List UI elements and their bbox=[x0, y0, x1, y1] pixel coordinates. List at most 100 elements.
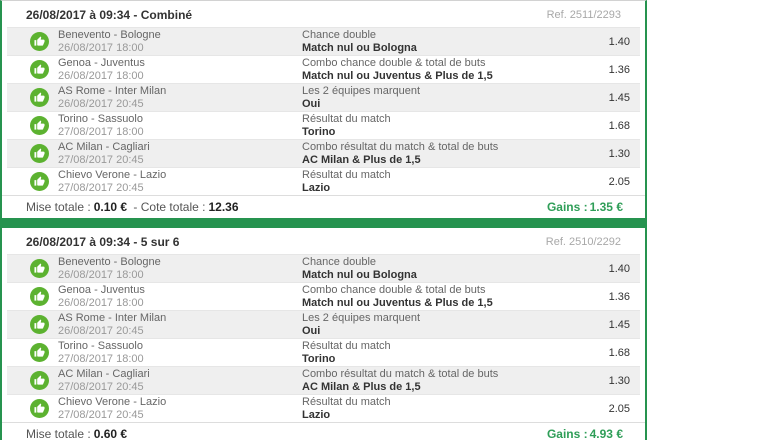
match-datetime: 27/08/2017 20:45 bbox=[58, 408, 144, 421]
match-name: Genoa - Juventus bbox=[58, 283, 145, 296]
ticket-title: 26/08/2017 à 09:34 - Combiné bbox=[26, 8, 193, 22]
odds-value: 2.05 bbox=[608, 175, 630, 188]
bet-selection: Torino bbox=[302, 352, 336, 365]
bet-row: AS Rome - Inter Milan 26/08/2017 20:45 Le… bbox=[7, 310, 640, 338]
bet-type: Combo chance double & total de buts bbox=[302, 56, 486, 69]
bet-type: Combo résultat du match & total de buts bbox=[302, 367, 499, 380]
bet-selection: AC Milan & Plus de 1,5 bbox=[302, 153, 421, 166]
thumb-up-won-icon bbox=[30, 60, 49, 79]
stake-value: 0.60 € bbox=[93, 427, 128, 440]
gains-value: 4.93 € bbox=[589, 427, 623, 440]
match-name: AC Milan - Cagliari bbox=[58, 367, 150, 380]
ticket-card-5-sur-6: 26/08/2017 à 09:34 - 5 sur 6 Ref. 2510/2… bbox=[0, 223, 647, 440]
odds-value: 1.36 bbox=[608, 63, 630, 76]
odds-value: 1.30 bbox=[608, 374, 630, 387]
thumb-up-won-icon bbox=[30, 116, 49, 135]
stake-label: Mise totale : bbox=[26, 427, 91, 440]
bet-selection: Match nul ou Juventus & Plus de 1,5 bbox=[302, 296, 493, 309]
match-datetime: 27/08/2017 20:45 bbox=[58, 153, 144, 166]
total-odds-label: - Cote totale : bbox=[133, 200, 206, 214]
match-datetime: 26/08/2017 18:00 bbox=[58, 296, 144, 309]
bet-row: AC Milan - Cagliari 27/08/2017 20:45 Comb… bbox=[7, 366, 640, 394]
bet-row: AC Milan - Cagliari 27/08/2017 20:45 Comb… bbox=[7, 139, 640, 167]
bet-selection: Oui bbox=[302, 97, 321, 110]
match-datetime: 26/08/2017 18:00 bbox=[58, 268, 144, 281]
bet-type: Chance double bbox=[302, 255, 377, 268]
bet-type: Les 2 équipes marquent bbox=[302, 311, 421, 324]
match-datetime: 27/08/2017 18:00 bbox=[58, 352, 144, 365]
bet-selection: Lazio bbox=[302, 408, 331, 421]
stake-label: Mise totale : bbox=[26, 200, 91, 214]
match-datetime: 27/08/2017 20:45 bbox=[58, 181, 144, 194]
thumb-up-won-icon bbox=[30, 32, 49, 51]
odds-value: 2.05 bbox=[608, 402, 630, 415]
bet-row: Benevento - Bologne 26/08/2017 18:00 Chan… bbox=[7, 27, 640, 55]
match-name: Benevento - Bologne bbox=[58, 255, 161, 268]
bet-row: Chievo Verone - Lazio 27/08/2017 20:45 Ré… bbox=[7, 394, 640, 422]
ticket-header[interactable]: 26/08/2017 à 09:34 - 5 sur 6 Ref. 2510/2… bbox=[2, 228, 645, 254]
thumb-up-won-icon bbox=[30, 88, 49, 107]
odds-value: 1.68 bbox=[608, 346, 630, 359]
ticket-header[interactable]: 26/08/2017 à 09:34 - Combiné Ref. 2511/2… bbox=[2, 1, 645, 27]
bet-selection: Match nul ou Bologna bbox=[302, 41, 417, 54]
match-datetime: 27/08/2017 20:45 bbox=[58, 380, 144, 393]
bet-row: Torino - Sassuolo 27/08/2017 18:00 Résult… bbox=[7, 338, 640, 366]
thumb-up-won-icon bbox=[30, 315, 49, 334]
gains-value: 1.35 € bbox=[589, 200, 623, 214]
bet-type: Résultat du match bbox=[302, 339, 391, 352]
bet-type: Résultat du match bbox=[302, 395, 391, 408]
odds-value: 1.40 bbox=[608, 262, 630, 275]
total-odds-value: 12.36 bbox=[208, 200, 239, 214]
gains-summary: Gains :1.35 € bbox=[545, 200, 623, 214]
match-name: Chievo Verone - Lazio bbox=[58, 168, 167, 181]
ticket-ref: Ref. 2511/2293 bbox=[546, 9, 621, 21]
bet-row: Chievo Verone - Lazio 27/08/2017 20:45 Ré… bbox=[7, 167, 640, 195]
bet-row: Genoa - Juventus 26/08/2017 18:00 Combo c… bbox=[7, 282, 640, 310]
bet-type: Chance double bbox=[302, 28, 377, 41]
gains-label: Gains : bbox=[546, 427, 588, 440]
thumb-up-won-icon bbox=[30, 259, 49, 278]
gains-summary: Gains :4.93 € bbox=[545, 427, 623, 440]
bet-type: Résultat du match bbox=[302, 168, 391, 181]
odds-value: 1.30 bbox=[608, 147, 630, 160]
stake-summary: Mise totale :0.10 € - Cote totale :12.36 bbox=[26, 200, 242, 214]
match-name: AS Rome - Inter Milan bbox=[58, 84, 167, 97]
thumb-up-won-icon bbox=[30, 172, 49, 191]
bet-row: Genoa - Juventus 26/08/2017 18:00 Combo c… bbox=[7, 55, 640, 83]
match-name: AS Rome - Inter Milan bbox=[58, 311, 167, 324]
bet-row: AS Rome - Inter Milan 26/08/2017 20:45 Le… bbox=[7, 83, 640, 111]
stake-value: 0.10 € bbox=[93, 200, 128, 214]
odds-value: 1.36 bbox=[608, 290, 630, 303]
bet-selection: AC Milan & Plus de 1,5 bbox=[302, 380, 421, 393]
match-name: Chievo Verone - Lazio bbox=[58, 395, 167, 408]
odds-value: 1.68 bbox=[608, 119, 630, 132]
match-datetime: 26/08/2017 20:45 bbox=[58, 324, 144, 337]
thumb-up-won-icon bbox=[30, 287, 49, 306]
odds-value: 1.45 bbox=[608, 318, 630, 331]
thumb-up-won-icon bbox=[30, 144, 49, 163]
bet-row: Benevento - Bologne 26/08/2017 18:00 Chan… bbox=[7, 254, 640, 282]
thumb-up-won-icon bbox=[30, 343, 49, 362]
ticket-title: 26/08/2017 à 09:34 - 5 sur 6 bbox=[26, 235, 180, 249]
ticket-footer: Mise totale :0.60 € Gains :4.93 € bbox=[2, 422, 645, 440]
match-name: Benevento - Bologne bbox=[58, 28, 161, 41]
bet-type: Combo chance double & total de buts bbox=[302, 283, 486, 296]
odds-value: 1.40 bbox=[608, 35, 630, 48]
ticket-footer: Mise totale :0.10 € - Cote totale :12.36… bbox=[2, 195, 645, 218]
bet-history-page: 26/08/2017 à 09:34 - Combiné Ref. 2511/2… bbox=[0, 0, 647, 440]
match-datetime: 27/08/2017 18:00 bbox=[58, 125, 144, 138]
thumb-up-won-icon bbox=[30, 399, 49, 418]
ticket-card-combine: 26/08/2017 à 09:34 - Combiné Ref. 2511/2… bbox=[0, 0, 647, 223]
bet-selection: Oui bbox=[302, 324, 321, 337]
bet-type: Combo résultat du match & total de buts bbox=[302, 140, 499, 153]
match-name: AC Milan - Cagliari bbox=[58, 140, 150, 153]
bet-type: Résultat du match bbox=[302, 112, 391, 125]
odds-value: 1.45 bbox=[608, 91, 630, 104]
bet-selection: Match nul ou Bologna bbox=[302, 268, 417, 281]
bet-selection: Torino bbox=[302, 125, 336, 138]
bet-row: Torino - Sassuolo 27/08/2017 18:00 Résult… bbox=[7, 111, 640, 139]
match-name: Torino - Sassuolo bbox=[58, 112, 143, 125]
bet-selection: Lazio bbox=[302, 181, 331, 194]
match-datetime: 26/08/2017 20:45 bbox=[58, 97, 144, 110]
ticket-ref: Ref. 2510/2292 bbox=[545, 236, 621, 248]
